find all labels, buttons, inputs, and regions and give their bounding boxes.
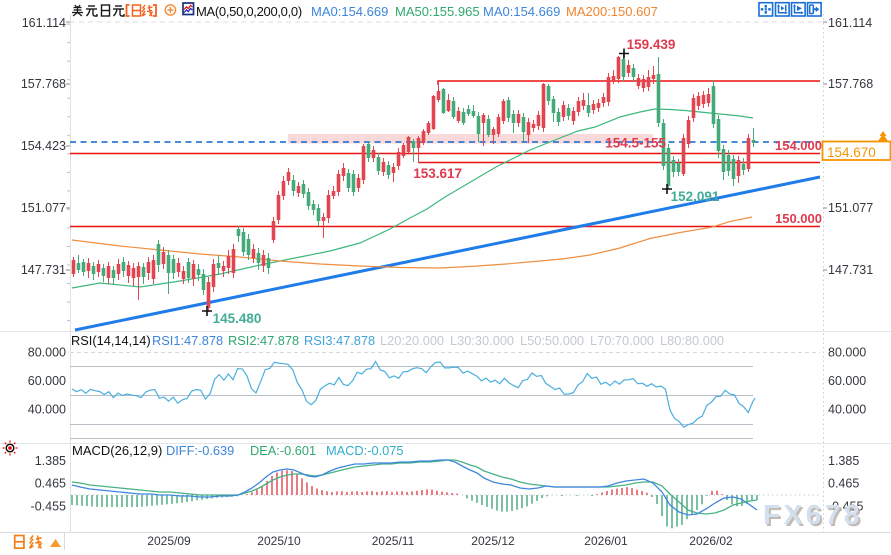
svg-text:157.768: 157.768 — [828, 77, 873, 91]
svg-text:2025/11: 2025/11 — [372, 534, 415, 548]
svg-text:FX678: FX678 — [765, 501, 865, 532]
svg-text:MA0:154.669: MA0:154.669 — [311, 4, 388, 19]
svg-text:RSI3:47.878: RSI3:47.878 — [304, 333, 375, 348]
svg-text:MACD:-0.075: MACD:-0.075 — [326, 443, 404, 458]
svg-text:2025/10: 2025/10 — [257, 534, 301, 548]
svg-text:0.465: 0.465 — [35, 477, 66, 491]
svg-text:161.114: 161.114 — [828, 16, 872, 30]
svg-text:DEA:-0.601: DEA:-0.601 — [250, 443, 316, 458]
svg-text:-0.455: -0.455 — [828, 500, 863, 514]
svg-text:2026/01: 2026/01 — [584, 534, 628, 548]
svg-text:RSI2:47.878: RSI2:47.878 — [228, 333, 299, 348]
svg-text:157.768: 157.768 — [21, 77, 66, 91]
svg-text:40.000: 40.000 — [828, 403, 866, 417]
svg-text:MA0:154.669: MA0:154.669 — [483, 4, 560, 19]
svg-text:2026/02: 2026/02 — [689, 534, 733, 548]
svg-text:L80:80.000: L80:80.000 — [660, 333, 724, 348]
svg-text:145.480: 145.480 — [213, 311, 262, 326]
svg-text:MA(0,50,0,200,0,0): MA(0,50,0,200,0,0) — [196, 4, 302, 19]
svg-text:MA50:155.965: MA50:155.965 — [395, 4, 480, 19]
svg-text:60.000: 60.000 — [828, 374, 866, 388]
svg-text:L50:50.000: L50:50.000 — [520, 333, 584, 348]
svg-text:40.000: 40.000 — [28, 403, 66, 417]
svg-text:154.670: 154.670 — [827, 145, 876, 160]
svg-text:147.731: 147.731 — [828, 263, 873, 277]
svg-text:DIFF:-0.639: DIFF:-0.639 — [166, 443, 234, 458]
svg-text:RSI(14,14,14): RSI(14,14,14) — [71, 333, 151, 348]
svg-text:154.423: 154.423 — [21, 139, 66, 153]
svg-text:RSI1:47.878: RSI1:47.878 — [152, 333, 223, 348]
svg-text:2025/12: 2025/12 — [471, 534, 515, 548]
svg-text:159.439: 159.439 — [627, 37, 676, 52]
svg-text:151.077: 151.077 — [828, 201, 873, 215]
svg-text:153.617: 153.617 — [413, 166, 462, 181]
svg-text:2025/09: 2025/09 — [147, 534, 191, 548]
svg-text:154.5-155: 154.5-155 — [605, 136, 666, 151]
svg-text:1.385: 1.385 — [35, 454, 66, 468]
svg-text:150.000: 150.000 — [775, 211, 822, 226]
svg-text:80.000: 80.000 — [828, 346, 866, 360]
svg-text:152.091: 152.091 — [671, 189, 720, 204]
svg-text:FX678: FX678 — [763, 499, 863, 530]
svg-text:-0.455: -0.455 — [31, 500, 66, 514]
svg-text:MA200:150.607: MA200:150.607 — [566, 4, 658, 19]
svg-text:147.731: 147.731 — [21, 263, 66, 277]
svg-text:80.000: 80.000 — [28, 346, 66, 360]
svg-text:L20:20.000: L20:20.000 — [380, 333, 444, 348]
svg-text:161.114: 161.114 — [22, 16, 66, 30]
svg-text:151.077: 151.077 — [21, 201, 66, 215]
svg-text:60.000: 60.000 — [28, 374, 66, 388]
svg-text:0.465: 0.465 — [828, 477, 859, 491]
svg-text:L30:30.000: L30:30.000 — [450, 333, 514, 348]
svg-text:1.385: 1.385 — [828, 454, 859, 468]
svg-text:154.000: 154.000 — [775, 138, 822, 153]
svg-text:L70:70.000: L70:70.000 — [590, 333, 654, 348]
svg-text:MACD(26,12,9): MACD(26,12,9) — [72, 443, 162, 458]
